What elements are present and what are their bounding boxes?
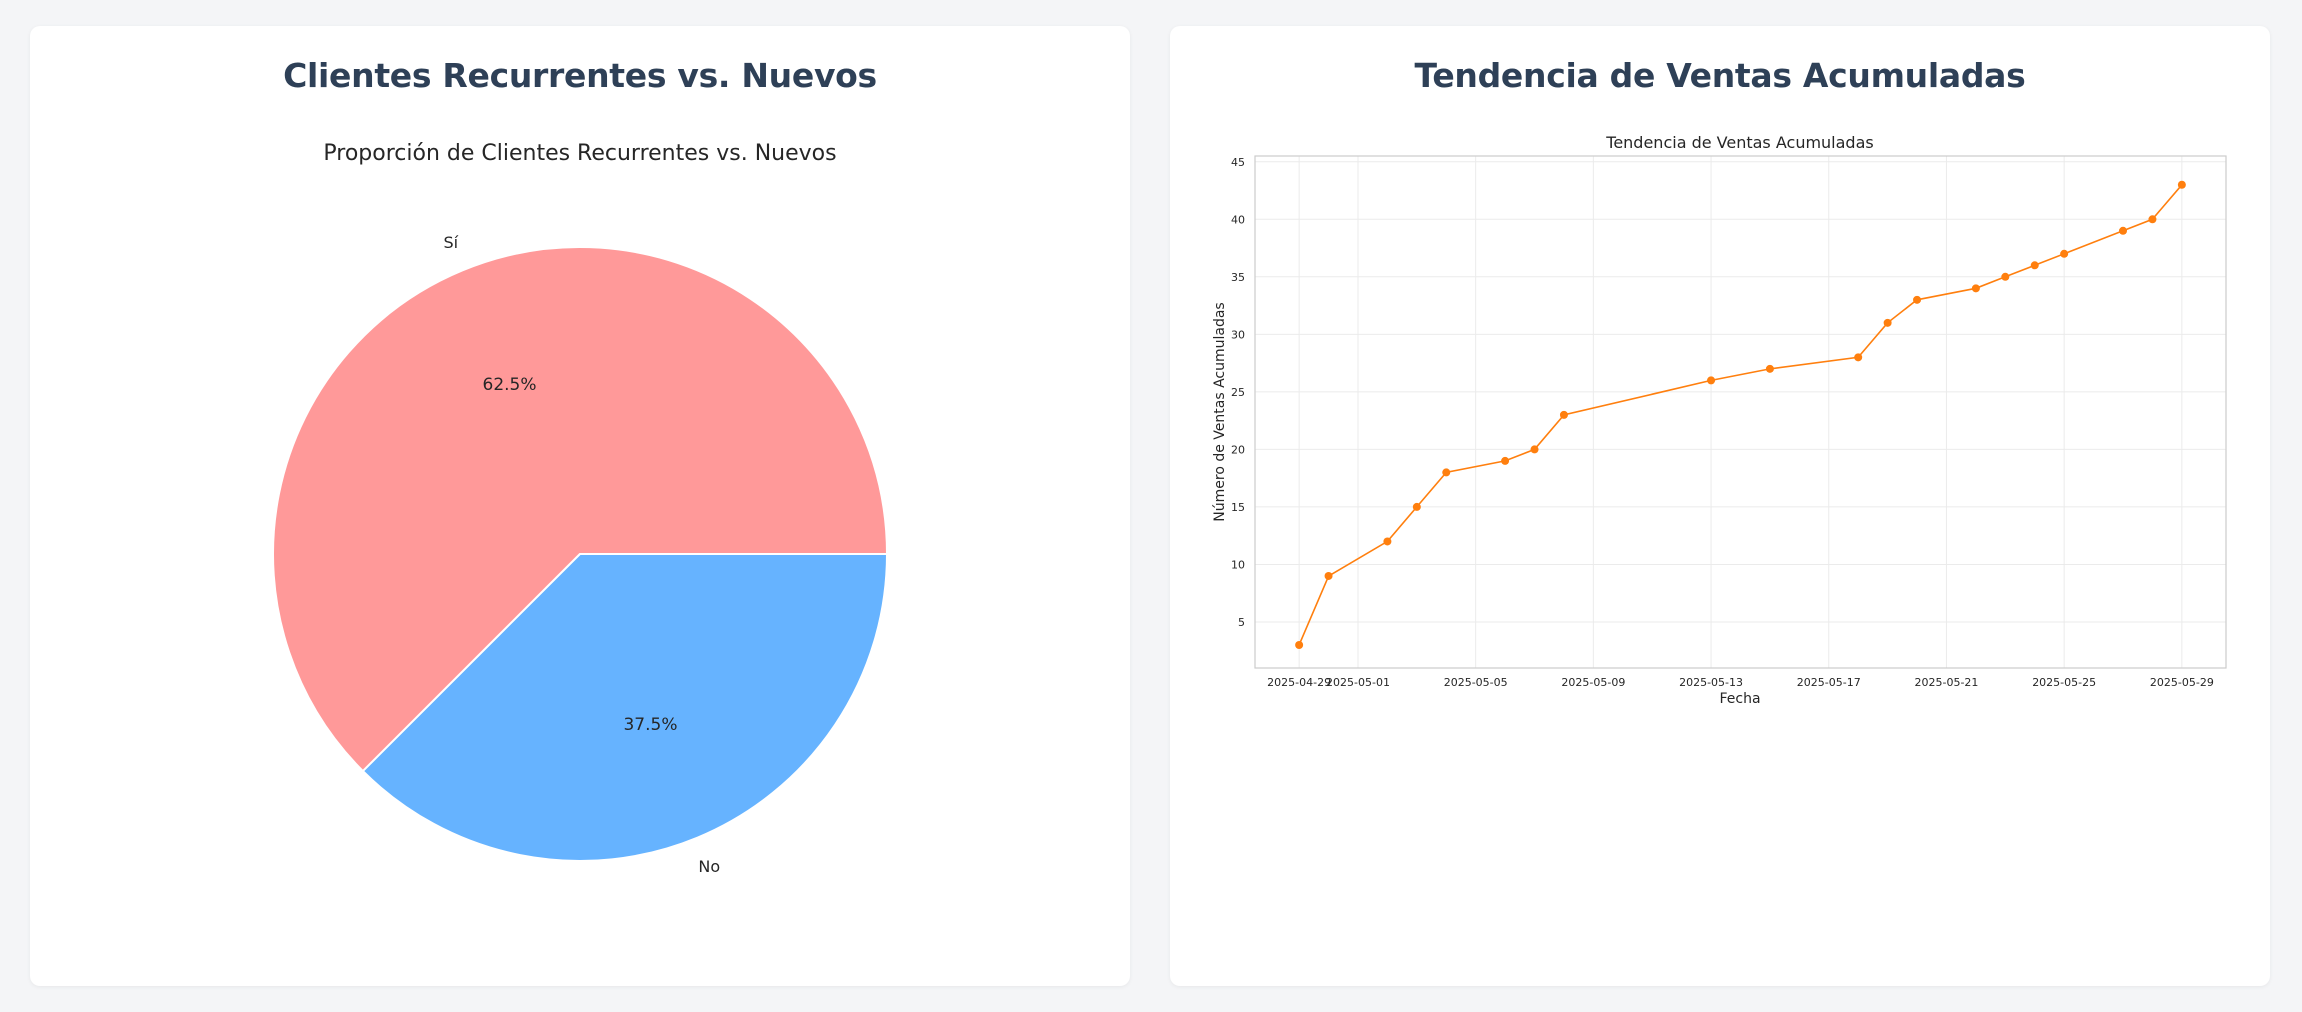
x-tick-label: 2025-05-05: [1444, 676, 1508, 689]
series-line: [1298, 184, 2183, 646]
pie-slice-2: [361, 553, 889, 862]
data-point: [2060, 249, 2069, 258]
x-axis-label: Fecha: [1719, 691, 1760, 707]
data-point: [1559, 410, 1568, 419]
x-tick-label: 2025-05-13: [1679, 676, 1743, 689]
x-tick-label: 2025-05-21: [1915, 676, 1979, 689]
line-chart-card: Tendencia de Ventas Acumuladas Tendencia…: [1170, 26, 2270, 986]
y-tick-label: 40: [1231, 213, 1245, 226]
y-axis-label: Número de Ventas Acumuladas: [1212, 302, 1228, 521]
data-point: [1383, 537, 1392, 546]
data-point: [1971, 284, 1980, 293]
pie-chart-title: Proporción de Clientes Recurrentes vs. N…: [323, 141, 836, 166]
data-point: [1442, 468, 1451, 477]
pie-category-label: No: [698, 857, 720, 876]
pie-percent-label: 62.5%: [483, 375, 537, 395]
y-tick-label: 15: [1231, 501, 1245, 514]
plot-frame: [1254, 155, 2227, 669]
pie-chart: Proporción de Clientes Recurrentes vs. N…: [272, 141, 889, 876]
data-point: [2148, 215, 2157, 224]
data-point: [2030, 261, 2039, 270]
data-point: [1883, 318, 1892, 327]
pie-slice-1: [272, 246, 889, 773]
data-point: [2177, 180, 2186, 189]
x-tick-label: 2025-05-29: [2150, 676, 2214, 689]
line-chart: Tendencia de Ventas Acumuladas 510152025…: [1212, 133, 2227, 707]
line-card-title: Tendencia de Ventas Acumuladas: [1414, 56, 2026, 95]
pie-chart-card: Clientes Recurrentes vs. Nuevos Proporci…: [30, 26, 1130, 986]
data-point: [1295, 640, 1304, 649]
data-point: [1324, 571, 1333, 580]
x-tick-label: 2025-05-17: [1797, 676, 1861, 689]
y-tick-label: 10: [1231, 558, 1245, 571]
data-point: [1412, 502, 1421, 511]
x-tick-label: 2025-05-01: [1326, 676, 1390, 689]
data-point: [1765, 364, 1774, 373]
pie-percent-label: 37.5%: [623, 715, 677, 735]
data-point: [1501, 456, 1510, 465]
pie-card-title: Clientes Recurrentes vs. Nuevos: [283, 56, 877, 95]
y-tick-label: 25: [1231, 386, 1245, 399]
data-point: [1854, 353, 1863, 362]
y-tick-label: 5: [1238, 616, 1245, 629]
y-tick-label: 20: [1231, 443, 1245, 456]
x-tick-label: 2025-05-09: [1561, 676, 1625, 689]
x-tick-label: 2025-05-25: [2032, 676, 2096, 689]
y-tick-label: 35: [1231, 271, 1245, 284]
line-chart-title: Tendencia de Ventas Acumuladas: [1605, 133, 1873, 152]
x-tick-label: 2025-04-29: [1267, 676, 1331, 689]
y-tick-label: 30: [1231, 328, 1245, 341]
data-point: [2001, 272, 2010, 281]
data-point: [1913, 295, 1922, 304]
data-point: [2119, 226, 2128, 235]
data-point: [1530, 445, 1539, 454]
pie-category-label: Sí: [443, 233, 458, 252]
data-point: [1707, 376, 1716, 385]
y-tick-label: 45: [1231, 156, 1245, 169]
